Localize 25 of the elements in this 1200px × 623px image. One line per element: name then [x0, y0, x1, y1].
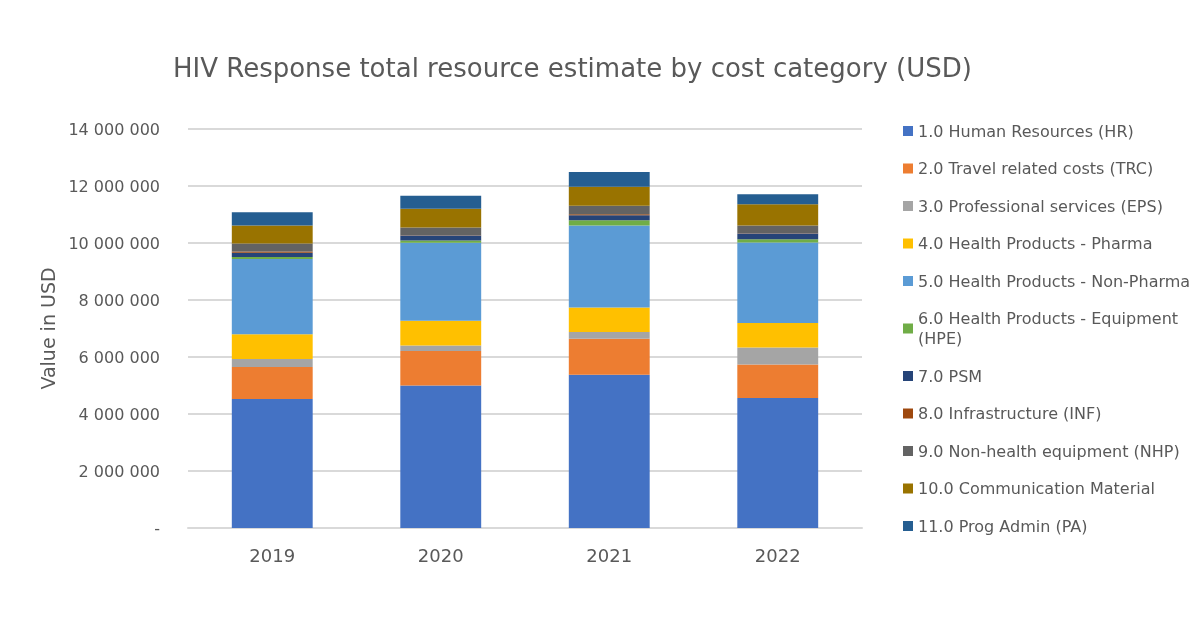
y-axis-title: Value in USD — [36, 267, 59, 390]
y-tick-label: 12 000 000 — [68, 176, 160, 196]
legend-label: 1.0 Human Resources (HR) — [918, 121, 1134, 141]
y-tick-label: 4 000 000 — [78, 404, 160, 424]
legend-label: 4.0 Health Products - Pharma — [918, 234, 1153, 253]
legend-label: 8.0 Infrastructure (INF) — [918, 404, 1102, 423]
legend-label: 6.0 Health Products - Equipment (HPE) — [918, 309, 1184, 348]
y-tick-label: 10 000 000 — [68, 233, 160, 253]
legend-label: 2.0 Travel related costs (TRC) — [918, 159, 1154, 178]
legend-label: 9.0 Non-health equipment (NHP) — [918, 441, 1180, 461]
x-tick-label: 2021 — [586, 544, 633, 566]
legend-label: 10.0 Communication Material — [918, 479, 1155, 498]
legend-label: 7.0 PSM — [918, 366, 983, 386]
x-tick-label: 2019 — [249, 544, 296, 566]
y-tick-label: - — [154, 518, 160, 538]
chart-title: HIV Response total resource estimate by cost category (USD) — [173, 53, 972, 83]
y-tick-label: 14 000 000 — [68, 119, 160, 139]
y-tick-label: 2 000 000 — [78, 461, 160, 481]
legend-label: 5.0 Health Products - Non-Pharma — [918, 271, 1191, 291]
x-tick-label: 2020 — [417, 544, 464, 566]
legend-label: 3.0 Professional services (EPS) — [918, 196, 1163, 216]
x-tick-label: 2022 — [754, 544, 801, 566]
y-tick-label: 8 000 000 — [78, 290, 160, 310]
legend-label: 11.0 Prog Admin (PA) — [918, 516, 1088, 536]
y-tick-label: 6 000 000 — [78, 347, 160, 367]
